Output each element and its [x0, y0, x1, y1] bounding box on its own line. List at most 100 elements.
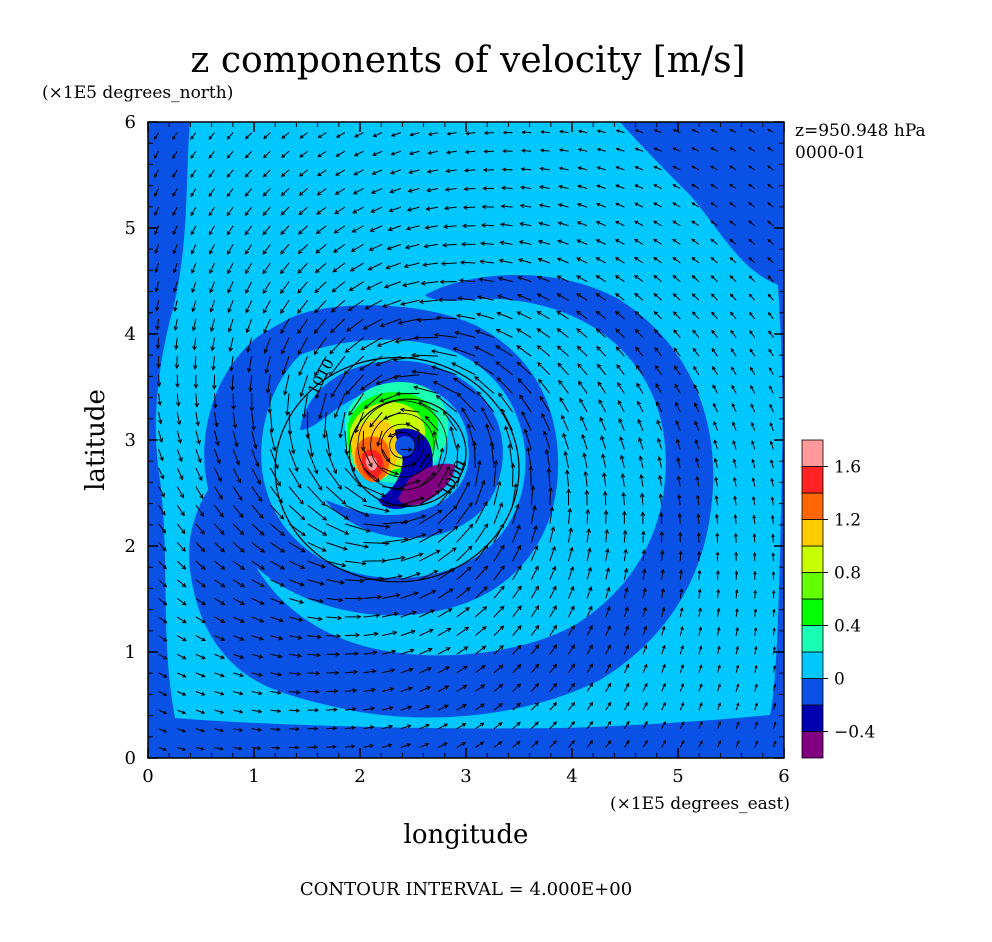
- wind-vector: [251, 709, 262, 713]
- wind-vector-head: [653, 275, 658, 279]
- wind-vector: [748, 128, 756, 134]
- wind-vector-head: [556, 328, 562, 333]
- wind-vector-head: [246, 348, 251, 354]
- wind-vector: [363, 318, 383, 330]
- wind-vector-head: [199, 511, 205, 517]
- wind-vector-head: [534, 721, 539, 726]
- wind-vector-head: [332, 744, 337, 749]
- wind-vector-head: [407, 686, 413, 692]
- wind-vector-head: [639, 492, 645, 498]
- wind-vector-head: [407, 188, 413, 193]
- wind-vector: [360, 374, 383, 391]
- wind-vector: [263, 150, 271, 158]
- wind-vector-head: [298, 172, 304, 177]
- wind-vector-head: [731, 384, 735, 389]
- wind-vector-head: [769, 422, 773, 427]
- wind-vector-head: [672, 256, 677, 261]
- wind-vector: [363, 578, 384, 581]
- wind-vector-head: [601, 472, 607, 477]
- wind-vector-head: [431, 589, 437, 595]
- wind-vector-head: [571, 682, 576, 688]
- wind-vector: [245, 150, 253, 159]
- y-tick-label: 0: [125, 748, 136, 769]
- wind-vector: [419, 686, 431, 692]
- wind-vector-head: [395, 391, 401, 397]
- wind-vector: [267, 374, 271, 393]
- wind-vector: [767, 257, 774, 264]
- wind-vector: [176, 523, 186, 534]
- wind-vector: [750, 404, 756, 413]
- wind-vector-head: [463, 186, 469, 192]
- wind-vector: [155, 281, 160, 292]
- wind-vector: [599, 417, 607, 431]
- wind-vector: [754, 646, 757, 655]
- wind-vector-head: [346, 327, 352, 332]
- wind-vector-head: [435, 394, 441, 400]
- wind-vector-head: [614, 292, 620, 298]
- wind-vector: [481, 407, 495, 431]
- wind-vector-head: [173, 326, 179, 331]
- wind-vector-head: [182, 710, 187, 715]
- wind-vector-head: [163, 692, 168, 696]
- wind-vector-head: [180, 511, 185, 517]
- wind-vector: [698, 589, 701, 599]
- wind-vector-head: [256, 479, 261, 485]
- wind-vector-head: [579, 398, 584, 404]
- wind-vector-head: [191, 307, 196, 313]
- wind-vector-head: [163, 637, 168, 642]
- wind-vector: [512, 565, 522, 580]
- x-tick-label: 0: [142, 766, 153, 787]
- wind-vector-head: [190, 192, 195, 198]
- wind-vector-head: [539, 166, 544, 171]
- wind-vector-head: [653, 238, 658, 243]
- wind-vector: [441, 262, 457, 265]
- wind-vector: [376, 374, 401, 385]
- wind-vector-head: [679, 607, 684, 612]
- wind-vector: [729, 129, 737, 134]
- wind-vector-head: [748, 238, 752, 243]
- wind-vector: [232, 635, 244, 641]
- wind-vector-head: [595, 310, 601, 316]
- wind-vector: [195, 523, 205, 535]
- wind-vector: [642, 569, 646, 580]
- wind-vector-head: [697, 569, 702, 574]
- wind-vector: [214, 616, 225, 623]
- wind-vector: [177, 691, 186, 696]
- wind-vector: [642, 645, 647, 655]
- wind-vector: [634, 257, 644, 264]
- wind-vector: [262, 281, 271, 294]
- wind-vector: [233, 728, 243, 732]
- wind-vector: [158, 560, 167, 570]
- wind-vector-head: [238, 513, 244, 519]
- wind-vector-head: [280, 329, 285, 335]
- wind-vector-head: [748, 128, 752, 132]
- wind-vector: [615, 221, 625, 227]
- wind-vector-head: [640, 511, 646, 517]
- wind-vector: [436, 317, 457, 320]
- wind-vector-head: [163, 747, 167, 751]
- wind-vector-head: [595, 202, 601, 207]
- wind-vector-head: [416, 317, 422, 323]
- wind-vector: [419, 590, 436, 599]
- wind-vector: [679, 645, 684, 655]
- wind-vector: [158, 449, 164, 461]
- wind-vector: [193, 337, 197, 350]
- wind-vector: [508, 444, 514, 469]
- wind-vector: [679, 664, 684, 674]
- wind-vector: [280, 244, 290, 255]
- wind-vector: [679, 740, 685, 748]
- wind-vector-head: [201, 673, 206, 678]
- wind-vector-head: [354, 133, 359, 138]
- wind-vector: [516, 328, 532, 338]
- wind-vector-head: [424, 453, 430, 459]
- wind-vector: [567, 567, 574, 580]
- wind-vector: [214, 672, 224, 677]
- wind-vector: [735, 590, 738, 599]
- colorbar-swatch: [801, 625, 824, 653]
- wind-vector: [363, 651, 377, 655]
- top-right-negative-blob: [690, 122, 784, 210]
- wind-vector: [730, 330, 737, 338]
- wind-vector-head: [713, 421, 717, 426]
- wind-vector-head: [358, 596, 363, 602]
